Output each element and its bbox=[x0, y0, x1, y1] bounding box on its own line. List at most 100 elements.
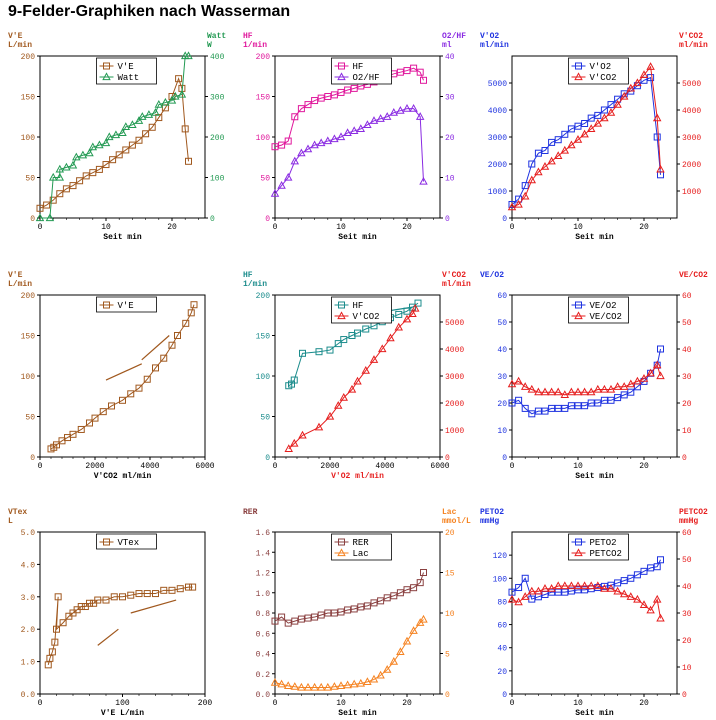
y-tick-label-right: 0 bbox=[445, 215, 450, 224]
data-point bbox=[652, 594, 662, 603]
data-point bbox=[154, 99, 164, 108]
data-point bbox=[376, 670, 385, 679]
x-tick-label: 0 bbox=[38, 462, 43, 471]
data-point bbox=[403, 307, 411, 315]
data-point bbox=[330, 91, 338, 99]
data-point bbox=[270, 189, 280, 197]
data-point bbox=[626, 379, 636, 388]
data-point bbox=[370, 599, 378, 607]
data-point bbox=[607, 396, 615, 404]
data-point bbox=[639, 374, 649, 382]
x-tick-label: 0 bbox=[273, 462, 278, 471]
y-tick-label-right: 30 bbox=[445, 94, 455, 103]
data-point bbox=[59, 619, 67, 627]
data-point bbox=[143, 590, 151, 598]
y-tick-label: 50 bbox=[260, 414, 270, 423]
y-tick-label: 2000 bbox=[488, 161, 507, 170]
legend: V'O2V'CO2 bbox=[568, 57, 629, 85]
y-tick-label-right: 200 bbox=[210, 134, 225, 143]
data-point bbox=[135, 136, 143, 144]
data-point bbox=[119, 593, 126, 601]
x-tick-label: 10 bbox=[573, 223, 583, 232]
legend-label: VE/O2 bbox=[590, 301, 617, 311]
reference-line bbox=[105, 363, 142, 381]
data-point bbox=[507, 594, 517, 603]
data-point bbox=[534, 387, 543, 396]
data-point bbox=[600, 384, 609, 393]
y-axis-label-right: O2/HF bbox=[442, 32, 466, 41]
data-point bbox=[420, 569, 427, 576]
x-tick-label: 0 bbox=[38, 699, 43, 708]
data-point bbox=[515, 396, 523, 404]
data-point bbox=[376, 114, 385, 122]
x-tick-label: 6000 bbox=[430, 462, 449, 471]
y-tick-label: 1.0 bbox=[256, 590, 271, 599]
data-point bbox=[567, 387, 576, 396]
data-point bbox=[587, 114, 595, 122]
data-point bbox=[382, 112, 392, 120]
y-tick-label: 0.0 bbox=[256, 691, 271, 700]
data-point bbox=[575, 62, 582, 70]
data-point bbox=[657, 345, 664, 353]
y-tick-label-right: 5000 bbox=[445, 319, 464, 328]
y-tick-label-right: 10 bbox=[445, 610, 455, 619]
data-point bbox=[297, 105, 305, 113]
data-point bbox=[627, 388, 635, 396]
data-point bbox=[338, 62, 345, 70]
data-point bbox=[613, 586, 622, 595]
data-point bbox=[581, 402, 589, 410]
x-tick-label: 0 bbox=[510, 223, 515, 232]
data-point bbox=[574, 311, 583, 320]
y-axis-label-left: L/min bbox=[8, 41, 32, 50]
data-point bbox=[521, 182, 529, 190]
y-tick-label-right: 0 bbox=[682, 691, 687, 700]
data-point bbox=[527, 586, 537, 595]
data-point bbox=[507, 202, 517, 211]
data-point bbox=[62, 185, 70, 193]
data-point bbox=[515, 584, 523, 592]
y-tick-label: 0 bbox=[502, 215, 507, 224]
data-point bbox=[310, 140, 319, 149]
data-point bbox=[161, 97, 170, 106]
data-point bbox=[337, 548, 346, 557]
y-tick-label: 150 bbox=[21, 94, 36, 103]
data-point bbox=[95, 140, 104, 149]
data-point bbox=[48, 172, 58, 181]
chart-p6: 0 10 20 Seit min 0 10 20 30 40 50 60 VE/O2 0 10 20 30 40… bbox=[480, 271, 708, 481]
data-point bbox=[95, 165, 103, 173]
data-point bbox=[337, 88, 345, 96]
data-point bbox=[297, 148, 306, 157]
y-tick-label-right: 50 bbox=[682, 319, 692, 328]
y-tick-label: 50 bbox=[25, 175, 35, 184]
data-point bbox=[354, 329, 361, 337]
data-point bbox=[284, 444, 293, 452]
y-tick-label-right: 15 bbox=[445, 570, 455, 579]
y-tick-label-right: 2000 bbox=[445, 400, 464, 409]
y-tick-label: 60 bbox=[497, 292, 507, 301]
y-tick-label: 3000 bbox=[488, 134, 507, 143]
data-point bbox=[521, 404, 529, 412]
data-point bbox=[408, 309, 417, 317]
x-tick-label: 2000 bbox=[85, 462, 104, 471]
data-point bbox=[574, 586, 582, 594]
data-point bbox=[115, 151, 123, 159]
data-point bbox=[343, 680, 352, 689]
y-tick-label: 30 bbox=[497, 373, 507, 382]
data-point bbox=[144, 110, 154, 118]
data-point bbox=[528, 410, 536, 418]
data-point bbox=[574, 122, 582, 130]
data-point bbox=[402, 104, 412, 112]
data-point bbox=[151, 108, 160, 116]
data-point bbox=[653, 563, 661, 571]
data-point bbox=[108, 402, 115, 410]
y-tick-label-right: 4000 bbox=[445, 346, 464, 355]
data-point bbox=[43, 201, 51, 209]
y-tick-label-right: 5000 bbox=[682, 80, 701, 89]
x-tick-label: 0 bbox=[510, 699, 515, 708]
data-point bbox=[310, 682, 319, 691]
data-point bbox=[102, 161, 110, 169]
data-point bbox=[53, 625, 60, 633]
data-point bbox=[409, 626, 418, 634]
data-point bbox=[185, 157, 192, 165]
data-point bbox=[619, 91, 629, 100]
